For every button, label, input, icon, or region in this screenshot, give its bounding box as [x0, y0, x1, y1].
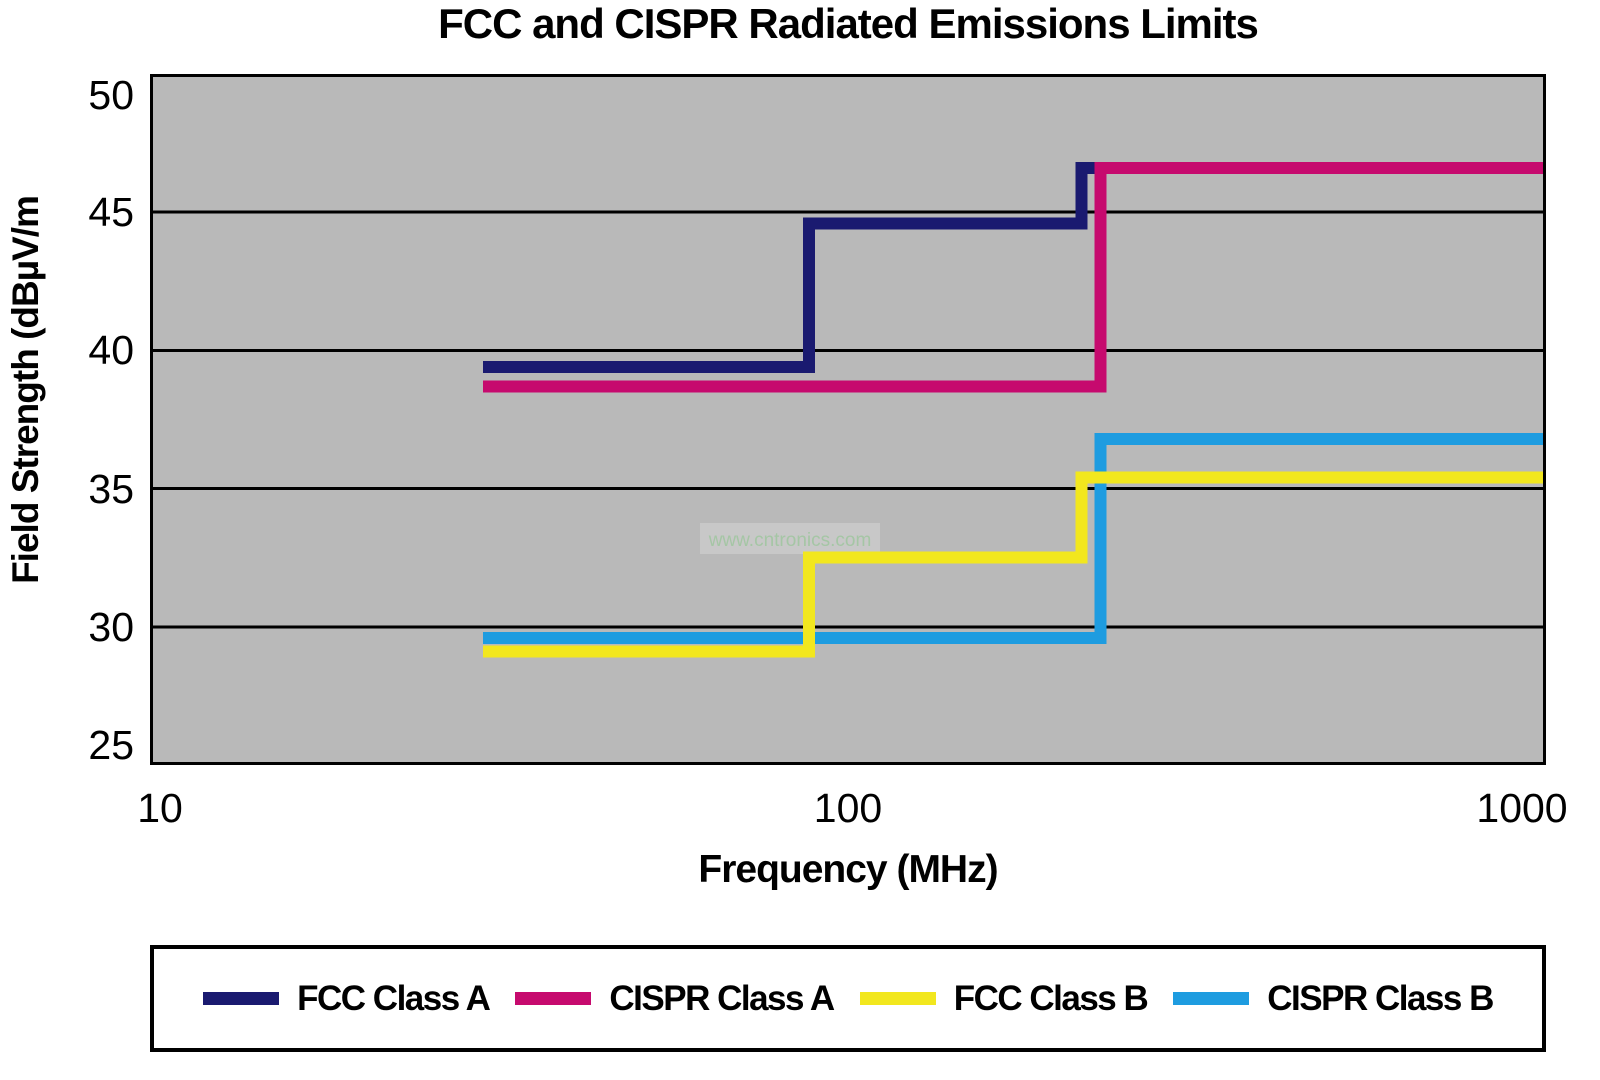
legend-swatch-1 [203, 992, 280, 1005]
y-tick-label-40: 40 [88, 327, 134, 374]
y-tick-label-50: 50 [88, 72, 134, 118]
legend-swatch-3 [859, 992, 936, 1005]
series-cispr-class-a [483, 162, 1546, 393]
y-tick-label-35: 35 [88, 465, 134, 512]
legend-swatch-4 [1173, 992, 1250, 1005]
legend: FCC Class A CISPR Class A FCC Class B CISPR… [150, 945, 1546, 1052]
legend-item-cispr-class-b: CISPR Class B [1173, 978, 1494, 1019]
plot-background [150, 74, 1546, 765]
legend-label-4: CISPR Class B [1267, 978, 1494, 1018]
watermark-text: www.cntronics.com [708, 530, 872, 551]
x-tick-label-10: 10 [137, 785, 183, 831]
legend-label-1: FCC Class A [297, 978, 491, 1018]
series-cispr-class-b [483, 432, 1546, 644]
plot-area: www.cntronics.com [150, 74, 1546, 765]
x-tick-label-1000: 1000 [1476, 785, 1568, 831]
plot-svg: www.cntronics.com [150, 74, 1546, 765]
legend-item-cispr-class-a: CISPR Class A [515, 978, 835, 1019]
y-axis-title: Field Strength (dBµV/m [5, 196, 46, 584]
series-fcc-class-b [483, 471, 1546, 658]
watermark-band [700, 523, 880, 554]
x-axis-title: Frequency (MHz) [698, 848, 998, 891]
legend-label-3: FCC Class B [953, 978, 1149, 1018]
y-tick-label-45: 45 [88, 189, 134, 236]
y-tick-label-30: 30 [88, 603, 134, 650]
plot-border [150, 74, 1546, 765]
legend-item-fcc-class-a: FCC Class A [203, 978, 491, 1019]
legend-item-fcc-class-b: FCC Class B [859, 978, 1149, 1019]
chart-title: FCC and CISPR Radiated Emissions Limits [438, 0, 1259, 47]
x-tick-label-100: 100 [813, 785, 883, 831]
y-tick-label-25: 25 [88, 722, 134, 768]
legend-label-2: CISPR Class A [609, 978, 835, 1018]
legend-swatch-2 [515, 992, 592, 1005]
